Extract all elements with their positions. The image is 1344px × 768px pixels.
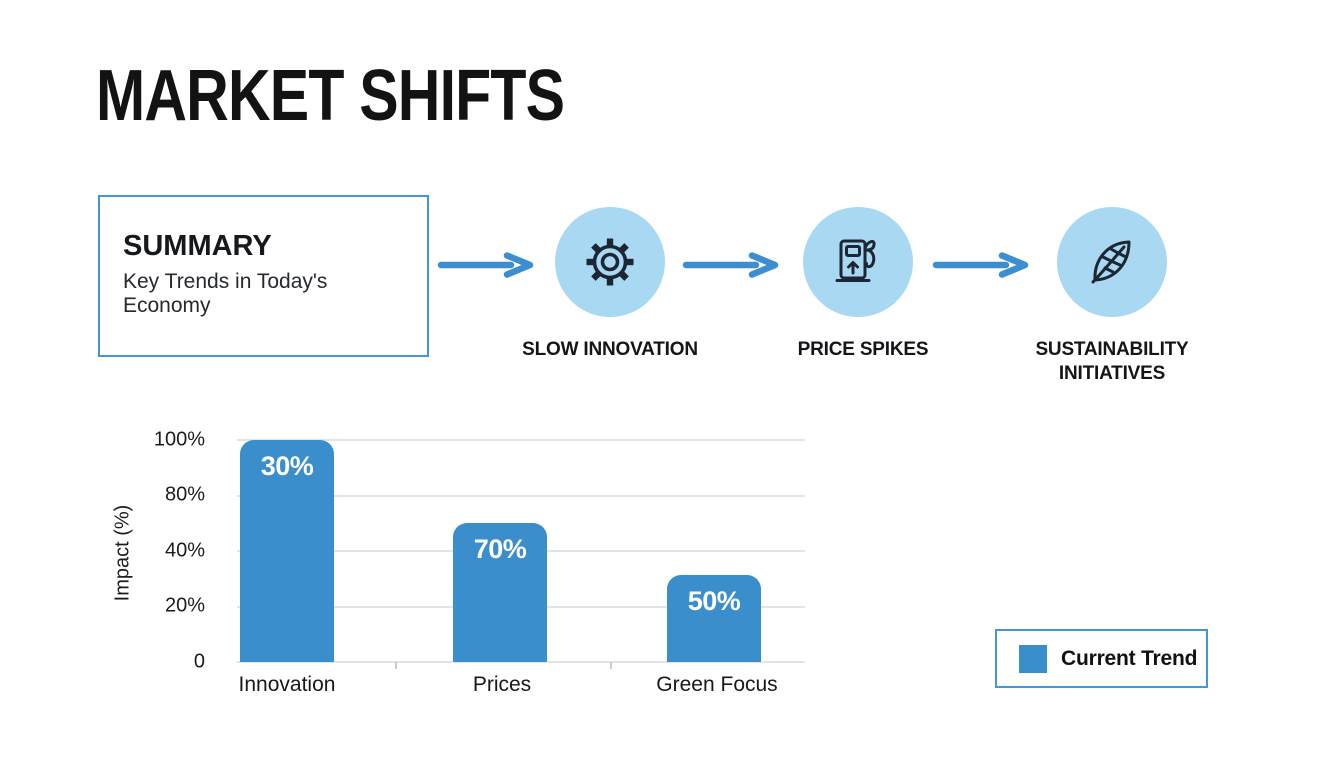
y-tick-label-20: 20% xyxy=(164,594,205,617)
step-circle-sustainability xyxy=(1057,207,1167,317)
y-tick-label-100: 100% xyxy=(153,428,205,451)
legend-label: Current Trend xyxy=(1061,646,1198,670)
x-axis-tick xyxy=(610,662,612,669)
gear-icon xyxy=(586,238,634,286)
x-category-label-green-focus: Green Focus xyxy=(656,673,778,696)
y-tick-label-40: 40% xyxy=(164,539,205,562)
step-label-slow-innovation: SLOW INNOVATION xyxy=(522,339,698,360)
y-tick-label-80: 80% xyxy=(164,483,205,506)
bar-chart-plot-area: 30% 70% 50% xyxy=(237,439,805,669)
legend-swatch xyxy=(1019,644,1047,673)
leaf-icon xyxy=(1091,240,1131,284)
summary-subheading: Key Trends in Today's Economy xyxy=(123,270,328,317)
fuel-pump-icon xyxy=(835,239,876,282)
bar-prices: 70% xyxy=(453,523,547,662)
step-circle-slow-innovation xyxy=(555,207,665,317)
bar-value-label-prices: 70% xyxy=(473,534,527,565)
bar-green-focus: 50% xyxy=(667,575,761,662)
flow-arrow-1 xyxy=(437,252,534,278)
flow-arrow-2 xyxy=(682,252,779,278)
summary-heading: SUMMARY xyxy=(123,230,272,262)
step-label-sustainability: SUSTAINABILITY INITIATIVES xyxy=(1035,339,1189,384)
step-label-price-spikes: PRICE SPIKES xyxy=(797,339,929,360)
page-title: MARKET SHIFTS xyxy=(96,56,565,136)
step-circle-price-spikes xyxy=(803,207,913,317)
legend-box: Current Trend xyxy=(995,629,1208,688)
bar-innovation: 30% xyxy=(240,440,334,662)
flow-arrow-3 xyxy=(932,252,1029,278)
gridline xyxy=(237,494,805,497)
gridline-baseline xyxy=(237,661,805,663)
bar-value-label-innovation: 30% xyxy=(260,451,314,481)
summary-box: SUMMARY Key Trends in Today's Economy xyxy=(98,195,429,357)
y-tick-label-0: 0 xyxy=(193,650,205,673)
x-axis-tick xyxy=(395,662,397,669)
x-category-label-innovation: Innovation xyxy=(238,673,336,696)
gridline xyxy=(237,439,805,441)
x-category-label-prices: Prices xyxy=(472,673,532,696)
bar-value-label-green-focus: 50% xyxy=(687,586,741,617)
